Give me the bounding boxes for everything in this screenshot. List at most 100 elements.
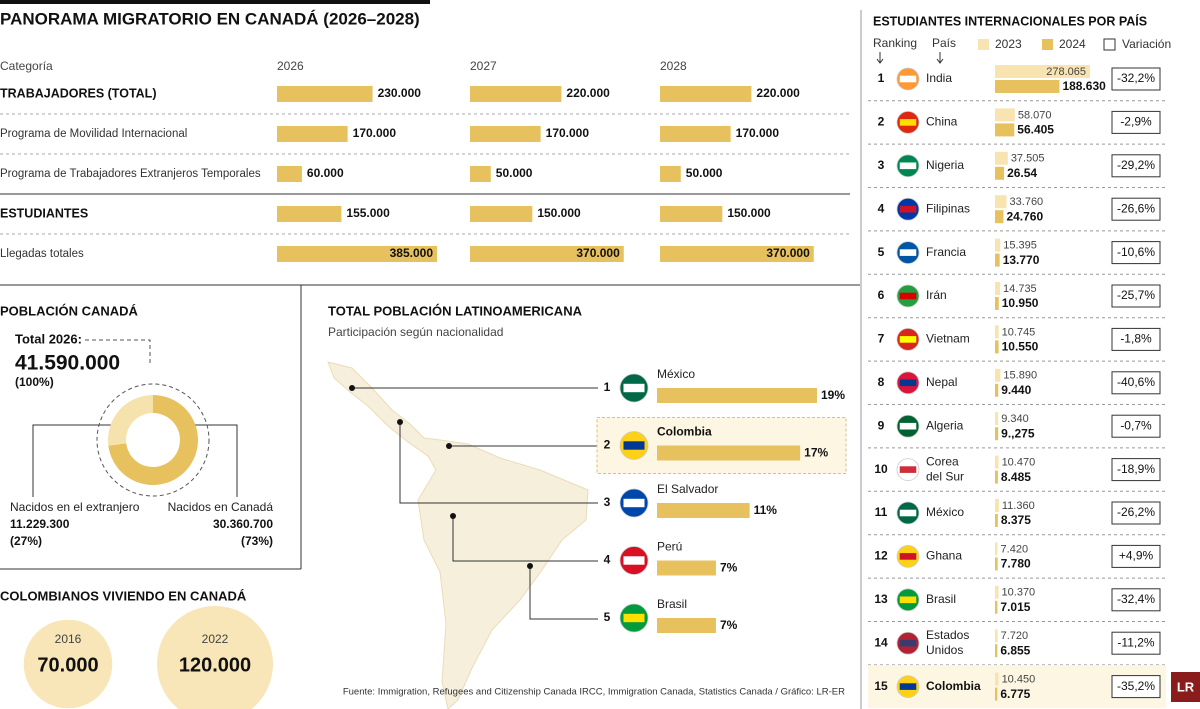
category-label: Colombia [926,679,981,693]
source: Fuente: Immigration, Refugees and Citize… [343,687,845,698]
value-label: 19% [821,388,845,402]
value-label: 11% [754,503,778,517]
value-label: 58.070 [1018,109,1052,121]
rank: 8 [878,375,885,389]
value-label: 10.470 [1002,457,1036,469]
total-title: Total 2026: [15,331,82,346]
bubble-value: 120.000 [179,654,251,676]
bar [995,368,1001,382]
value-label: 15.395 [1003,240,1037,252]
rank: 7 [878,332,885,346]
value-label: 7.015 [1000,600,1030,614]
rank: 3 [878,158,885,172]
bar [995,325,999,339]
chart-title: POBLACIÓN CANADÁ [0,303,139,318]
bar [995,383,999,397]
flag-band [899,379,917,387]
bar [660,166,681,182]
category-label: Brasil [657,597,687,611]
map-point [450,513,456,519]
bar [995,427,999,441]
value-label: 24.760 [1006,209,1043,223]
flag-band [899,75,917,83]
category-label: Estados Unidos [926,628,969,657]
change-label: -35,2% [1117,679,1155,693]
rank: 3 [604,495,611,509]
category-label: México [926,505,964,519]
bar [660,246,814,262]
series-header: 2026 [277,59,304,73]
value-label: 8.375 [1001,513,1031,527]
flag-band [899,509,917,517]
slice-percent: (27%) [10,534,42,548]
donut-outline [96,383,210,497]
rank: 1 [604,380,611,394]
map-points [349,385,533,569]
value-label: 10.550 [1002,340,1039,354]
rank: 15 [874,679,888,693]
bar [277,206,342,222]
value-label: 26.54 [1007,166,1037,180]
rank: 5 [604,610,611,624]
change-label: -26,6% [1117,201,1155,215]
rank: 6 [878,288,885,302]
bracket [85,339,151,366]
bar [995,238,1001,252]
bar [277,166,302,182]
legend-swatch [1042,39,1053,50]
value-label: 10.745 [1002,326,1036,338]
flag-band [899,466,917,473]
logo-box [1171,672,1200,702]
series-header: 2027 [470,59,497,73]
bar [657,388,817,403]
rank: 10 [874,462,888,476]
change-box [1111,458,1161,482]
chart-subtitle: Participación según nacionalidad [328,325,503,339]
bar [277,246,437,262]
change-box [1111,588,1161,612]
bar [995,412,999,426]
value-label: 11.360 [1002,500,1035,512]
rank: 13 [874,592,888,606]
flag-band [899,205,917,213]
value-label: 7.720 [1001,630,1029,642]
flag-band [623,383,645,393]
flag-band [623,613,645,623]
change-box [1111,501,1161,525]
bar [995,672,999,686]
value-label: 170.000 [353,126,397,140]
category-label: México [657,367,695,381]
category-label: Francia [926,245,966,259]
bar [995,108,1015,122]
rank: 12 [874,549,888,563]
change-box [1111,631,1161,655]
category-label: Algeria [926,418,964,432]
bubble [157,606,273,709]
rank: 9 [878,418,885,432]
value-label: 278.065 [1046,66,1086,78]
flag-band [899,422,917,430]
chart-title: TOTAL POBLACIÓN LATINOAMERICANA [328,303,583,318]
value-label: 7.420 [1001,543,1029,555]
change-label: -1,8% [1120,332,1152,346]
flag-band [899,596,917,604]
bar [470,126,541,142]
value-label: 10.370 [1002,587,1036,599]
bar [995,297,999,310]
bar [995,455,999,469]
rank: 1 [878,71,885,85]
value-label: 7% [720,561,738,575]
change-label: -11,2% [1117,635,1154,649]
map [327,361,589,709]
value-label: 56.405 [1017,123,1054,137]
change-box [1111,67,1161,91]
bar [277,86,373,102]
category-label: Nigeria [926,158,964,172]
bar [660,86,752,102]
bubble-year: 2016 [55,632,82,646]
header-arrows [876,52,944,64]
change-label: +4,9% [1119,549,1154,563]
category-label: Llegadas totales [0,248,84,260]
change-box [1111,197,1161,221]
chart-title: COLOMBIANOS VIVIENDO EN CANADÁ [0,588,247,603]
